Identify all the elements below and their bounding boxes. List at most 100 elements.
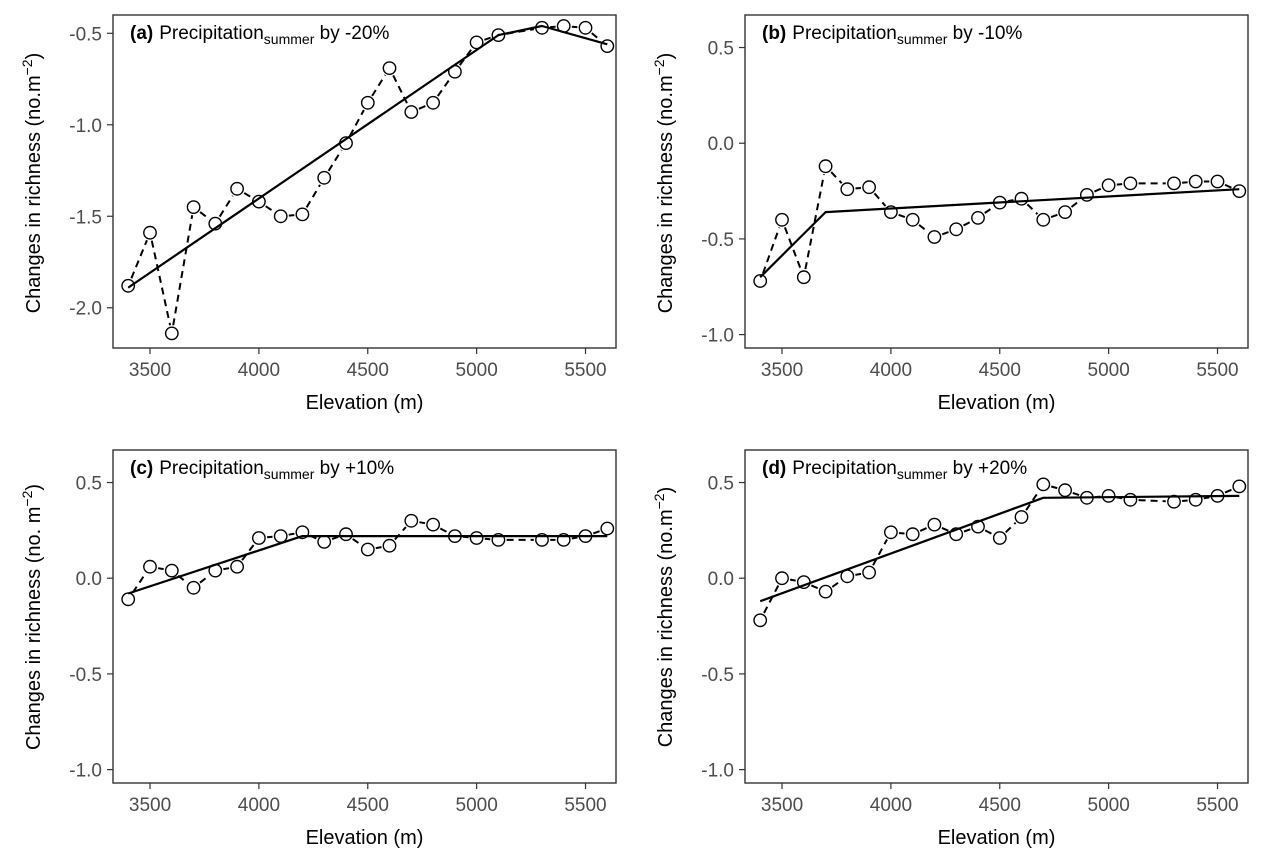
x-axis-title: Elevation (m) (938, 392, 1056, 414)
data-point (143, 559, 157, 574)
x-tick-label: 5500 (1196, 795, 1238, 816)
observed-dashed-segment (984, 529, 993, 536)
panel-title-subscript: summer (897, 31, 948, 47)
x-tick-label: 4500 (347, 360, 389, 381)
panel-title-change: by -10% (947, 23, 1022, 44)
y-tick-label: -2.0 (69, 299, 102, 320)
data-point (927, 230, 942, 244)
observed-dashed-segment (349, 109, 365, 137)
data-point (382, 538, 397, 553)
data-point (295, 207, 310, 222)
data-point (775, 212, 789, 227)
y-tick-label: 0.5 (708, 474, 734, 495)
panel-border (744, 14, 1249, 349)
observed-dashed-segment (763, 585, 780, 614)
x-tick-label: 5000 (1088, 360, 1130, 381)
y-tick-label: -0.5 (69, 24, 102, 45)
y-axis-title-close: ) (23, 484, 45, 491)
chart-panel-d: 3500 4000 4500 5000 5500 -1.0 -0.5 0.0 0.5 Elevat… (651, 449, 1249, 849)
data-point (1232, 479, 1247, 494)
data-point (753, 613, 768, 628)
data-point (927, 517, 942, 532)
panel-title: (d) Precipitationsummer by +20% (762, 458, 1027, 482)
y-axis-title: Changes in richness (no.m−2) (19, 53, 45, 314)
panel-title-variable: Precipitation (792, 458, 897, 479)
x-tick-label: 3500 (761, 795, 803, 816)
y-axis-title-close: ) (655, 53, 677, 60)
x-tick-label: 3500 (129, 360, 171, 381)
data-point (796, 270, 811, 285)
panel-letter: (d) (762, 458, 786, 479)
y-axis-title-exponent: −2 (651, 493, 667, 509)
data-point (1210, 174, 1225, 189)
observed-dashed-segment (899, 532, 905, 535)
observed-dashed-segment (392, 74, 409, 106)
observed-dashed-segment (418, 105, 426, 110)
observed-dashed-segment (352, 538, 362, 546)
data-point (1232, 184, 1247, 199)
data-point (862, 180, 876, 195)
y-tick-label: 0.0 (708, 134, 734, 155)
observed-dashed-segment (218, 195, 234, 218)
observed-dashed-segment (1050, 485, 1058, 490)
observed-dashed-segment (941, 526, 950, 532)
data-point (1188, 174, 1203, 189)
observed-dashed-segment (484, 36, 491, 41)
observed-dashed-segment (941, 231, 949, 236)
panel-title-change: by -20% (314, 23, 389, 44)
panel-title-variable: Precipitation (159, 23, 264, 44)
data-point (1014, 510, 1029, 524)
data-point (949, 222, 964, 237)
observed-dashed-segment (1005, 521, 1017, 534)
y-axis-title: Changes in richness (no. m−2) (19, 484, 45, 750)
x-axis-title: Elevation (m) (938, 827, 1056, 849)
data-point (1080, 187, 1094, 202)
y-axis-title-text: Changes in richness (no.m (23, 75, 45, 313)
observed-dashed-segment (571, 536, 578, 540)
x-tick-label: 4000 (238, 360, 280, 381)
observed-dashed-segment (1050, 213, 1058, 219)
x-tick-label: 3500 (129, 795, 171, 816)
data-point (404, 513, 419, 528)
observed-dashed-segment (762, 227, 781, 274)
observed-dashed-segment (327, 149, 343, 172)
data-point (426, 95, 440, 110)
observed-dashed-segment (458, 48, 473, 66)
observed-dashed-segment (855, 572, 862, 576)
data-point (360, 542, 375, 557)
observed-dashed-segment (591, 32, 602, 42)
y-axis-title-exponent: −2 (651, 59, 667, 75)
y-tick-label: -0.5 (701, 665, 734, 686)
observed-dashed-segment (265, 205, 275, 213)
observed-dashed-segment (873, 192, 887, 207)
panel-title: (c) Precipitationsummer by +10% (130, 458, 394, 482)
fitted-trend-line (127, 24, 608, 289)
panel-border (744, 449, 1249, 784)
x-tick-label: 4000 (238, 795, 280, 816)
y-axis-title-text: Changes in richness (no.m (655, 75, 677, 313)
observed-dashed-segment (172, 215, 194, 326)
panel-letter: (c) (130, 458, 153, 479)
data-point (164, 563, 179, 578)
panel-title-change: by +10% (314, 458, 394, 479)
observed-dashed-segment (830, 171, 843, 184)
observed-dashed-segment (419, 521, 426, 525)
observed-dashed-segment (1070, 199, 1082, 208)
observed-dashed-segment (783, 227, 802, 270)
panel-title-subscript: summer (264, 31, 315, 47)
observed-dashed-segment (1182, 181, 1188, 184)
observed-dashed-segment (288, 532, 295, 536)
observed-dashed-segment (1224, 183, 1233, 189)
data-point (818, 584, 833, 599)
data-point (469, 35, 484, 50)
panel-letter: (a) (130, 23, 153, 44)
data-point (1058, 205, 1073, 220)
observed-dashed-segment (963, 528, 971, 533)
x-tick-label: 4500 (979, 795, 1021, 816)
panel-title-change: by +20% (947, 458, 1027, 479)
data-point (992, 531, 1007, 545)
data-point (317, 535, 332, 549)
observed-dashed-segment (288, 214, 295, 217)
observed-dashed-segment (436, 77, 452, 97)
observed-dashed-segment (1025, 490, 1040, 511)
